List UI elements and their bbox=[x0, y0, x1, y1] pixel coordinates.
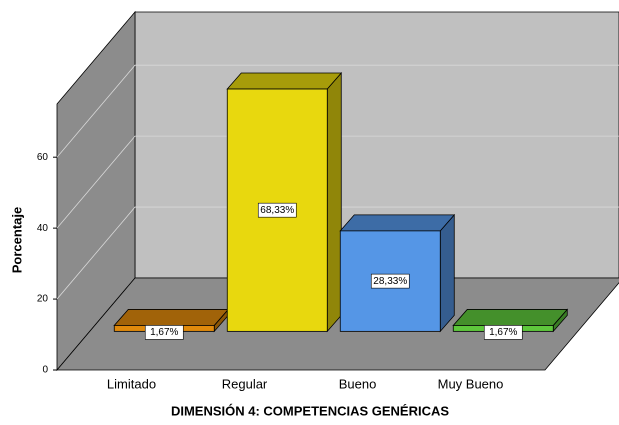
value-label: 1,67% bbox=[489, 327, 517, 338]
bar-top bbox=[113, 309, 230, 326]
x-axis-title: DIMENSIÓN 4: COMPETENCIAS GENÉRICAS bbox=[171, 403, 449, 418]
y-tick-label: 40 bbox=[37, 223, 49, 234]
bar-side bbox=[326, 71, 342, 333]
value-label: 28,33% bbox=[373, 276, 407, 287]
x-tick-label: Limitado bbox=[107, 376, 156, 391]
value-label: 1,67% bbox=[150, 327, 178, 338]
bar-top bbox=[452, 309, 569, 326]
y-tick-label: 0 bbox=[42, 365, 48, 376]
value-label-box bbox=[483, 325, 523, 340]
y-tick-label: 20 bbox=[37, 294, 49, 305]
grid-line bbox=[56, 64, 619, 158]
y-tick-label: 60 bbox=[37, 152, 49, 163]
bar-top bbox=[226, 72, 343, 90]
grid-line bbox=[56, 135, 619, 229]
floor bbox=[56, 277, 619, 371]
x-tick-label: Muy Bueno bbox=[438, 376, 504, 391]
value-label-box bbox=[144, 325, 184, 340]
x-tick-label: Bueno bbox=[339, 376, 377, 391]
value-label-box bbox=[257, 202, 297, 218]
bar-side bbox=[439, 213, 455, 333]
bar-top bbox=[339, 214, 456, 232]
y-axis-title: Porcentaje bbox=[9, 207, 24, 273]
value-label-box bbox=[370, 273, 410, 289]
grid-line bbox=[56, 206, 619, 300]
value-label: 68,33% bbox=[260, 205, 294, 216]
x-tick-label: Regular bbox=[222, 376, 268, 391]
